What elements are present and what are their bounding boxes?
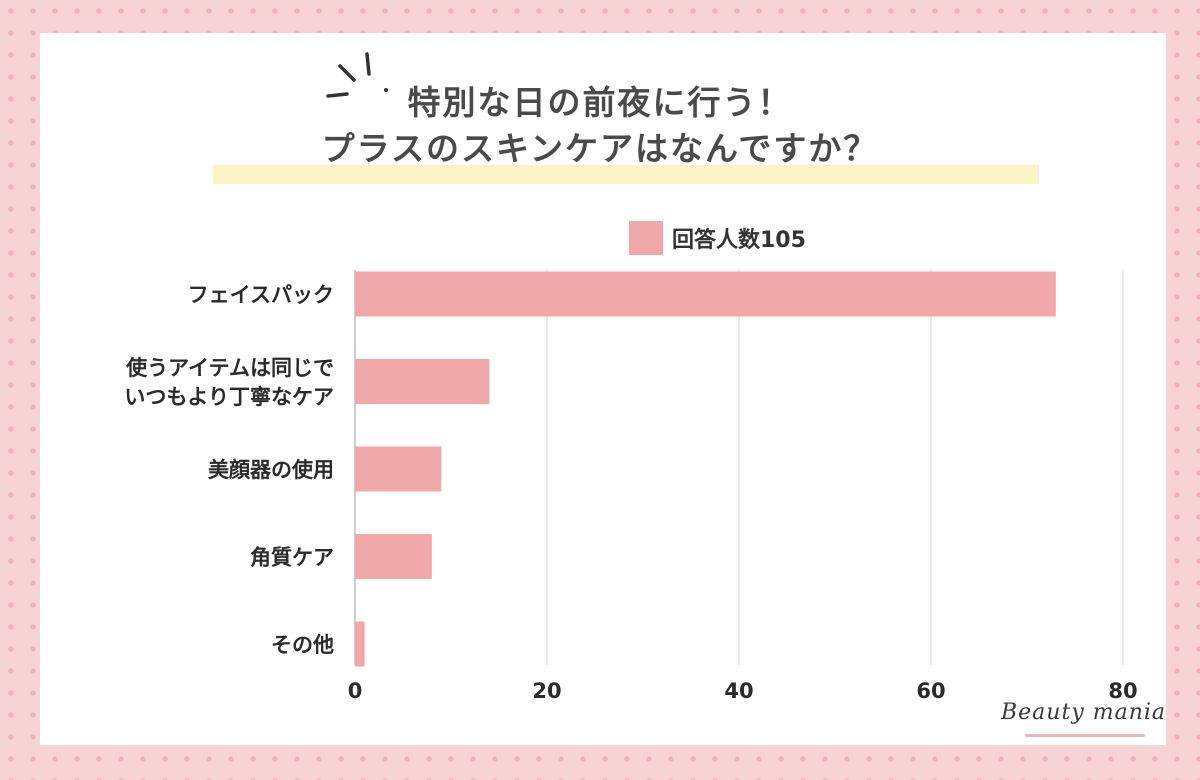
x-tick-label-60: 60 (916, 679, 945, 703)
category-label-1-0: 使うアイテムは同じで (125, 356, 334, 380)
x-tick-label-20: 20 (532, 679, 561, 703)
x-tick-label-40: 40 (724, 679, 753, 703)
brand-logo-text: Beauty mania (1001, 700, 1167, 725)
brand-logo: Beauty mania (995, 700, 1170, 748)
chart-title-line1: 特別な日の前夜に行う！ (407, 83, 793, 122)
legend-label: 回答人数105 (672, 228, 806, 253)
bar-2 (355, 446, 442, 492)
bar-3 (355, 534, 432, 579)
chart-title-line2: プラスのスキンケアはなんですか？ (321, 129, 879, 168)
category-label-2: 美顔器の使用 (208, 458, 334, 482)
category-label-3: 角質ケア (250, 546, 334, 570)
legend: 回答人数105 (629, 221, 806, 255)
emphasis-lines-icon (326, 52, 388, 98)
bar-4 (355, 621, 365, 667)
title-highlight (213, 165, 1039, 184)
category-label-1-1: いつもより丁寧なケア (124, 385, 334, 409)
bar-0 (355, 271, 1056, 317)
brand-logo-underline (1025, 734, 1145, 737)
chart-title: 特別な日の前夜に行う！ プラスのスキンケアはなんですか？ (0, 80, 1200, 172)
chart-card (40, 33, 1166, 745)
x-tick-label-80: 80 (1108, 679, 1137, 703)
category-label-0: フェイスパック (188, 283, 334, 307)
x-tick-label-0: 0 (348, 679, 363, 703)
bar-1 (355, 359, 490, 404)
legend-swatch (629, 221, 663, 255)
category-label-4: その他 (271, 633, 334, 657)
